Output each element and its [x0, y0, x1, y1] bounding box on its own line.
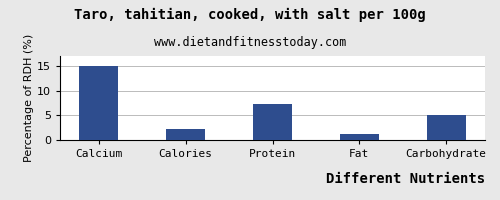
- Bar: [80, 66, 118, 140]
- Bar: [340, 134, 379, 140]
- Bar: [426, 115, 466, 140]
- Text: Taro, tahitian, cooked, with salt per 100g: Taro, tahitian, cooked, with salt per 10…: [74, 8, 426, 22]
- Y-axis label: Percentage of RDH (%): Percentage of RDH (%): [24, 34, 34, 162]
- Bar: [166, 129, 205, 140]
- Text: www.dietandfitnesstoday.com: www.dietandfitnesstoday.com: [154, 36, 346, 49]
- X-axis label: Different Nutrients: Different Nutrients: [326, 172, 485, 186]
- Bar: [253, 104, 292, 140]
